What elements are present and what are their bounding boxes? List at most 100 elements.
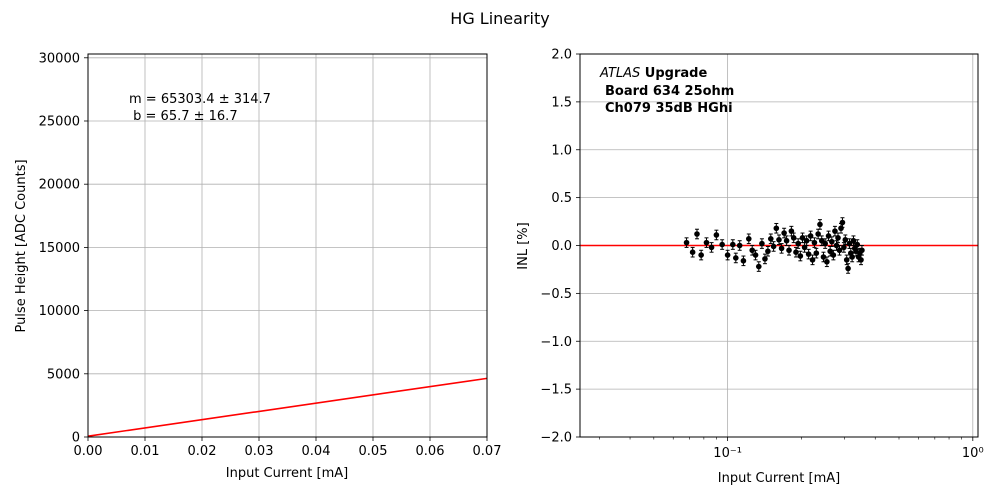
inl-point [805,251,812,257]
inl-point [803,237,810,244]
inl-point [817,221,823,228]
inl-point [765,248,771,255]
right-y-axis-label: INL [%] [516,222,531,269]
inl-point [842,236,849,243]
right-y-tick-label: 1.0 [551,143,572,158]
fit-slope-annotation: m = 65303.4 ± 314.7 [129,92,271,107]
inl-point [698,252,704,258]
left-x-tick-label: 0.02 [188,444,217,459]
inl-point [797,253,804,259]
atlas-italic-text: ATLAS [599,66,640,81]
inl-point [683,239,690,246]
left-y-tick-label: 5000 [47,367,80,382]
inl-point [759,240,765,247]
inl-point [850,237,857,244]
left-tick-labels: 0.00 0.01 0.02 0.03 0.04 0.05 0.06 0.07 0 5000 100… [39,51,502,459]
inl-point [836,247,843,254]
inl-point [828,238,835,245]
inl-point [783,237,790,244]
inl-point [825,233,832,239]
board-label: Board 634 25ohm [605,84,734,99]
right-y-tick-label: −1.0 [540,335,572,350]
inl-point [719,241,725,248]
inl-point [815,231,821,237]
inl-point [833,242,840,249]
right-y-tick-label: 0.5 [551,191,572,206]
figure-title: HG Linearity [450,9,549,28]
inl-point [703,239,710,246]
inl-point [793,249,799,256]
left-x-tick-label: 0.03 [245,444,274,459]
inl-point [781,230,787,236]
left-x-tick-label: 0.05 [359,444,388,459]
inl-point [749,247,756,254]
inl-point [845,265,851,272]
left-x-tick-label: 0.00 [74,444,103,459]
right-x-tick-label: 10⁰ [962,446,984,461]
right-tick-labels: 10⁻¹ 10⁰ −2.0 −1.5 −1.0 −0.5 0.0 0.5 1.0 1.5 2.0 [540,48,983,462]
inl-point [730,241,736,248]
right-inl-marks [580,217,978,274]
inl-point [859,247,865,254]
inl-point [776,236,782,243]
atlas-label: ATLAS Upgrade [599,66,707,81]
channel-label: Ch079 35dB HGhi [605,101,733,116]
right-y-tick-label: 1.5 [551,95,572,110]
left-x-tick-label: 0.01 [131,444,160,459]
inl-point [795,240,801,247]
right-x-axis-label: Input Current [mA] [718,471,840,486]
right-y-tick-label: 0.0 [551,239,572,254]
inl-point [773,225,780,232]
left-y-tick-label: 30000 [39,51,80,66]
inl-point [740,258,747,264]
inl-point [694,231,700,237]
inl-point [820,254,827,260]
right-x-tick-label: 10⁻¹ [713,446,742,461]
inl-point [745,235,752,242]
inl-point [807,233,814,239]
inl-point [858,257,864,263]
left-x-tick-label: 0.06 [416,444,445,459]
inl-point [839,219,846,226]
left-fit-marks [87,377,488,437]
left-x-tick-label: 0.07 [473,444,502,459]
inl-point [846,240,853,247]
inl-point [830,252,837,258]
inl-point [854,241,861,248]
left-y-tick-label: 15000 [39,241,80,256]
left-y-tick-label: 20000 [39,178,80,193]
inl-point [849,254,855,260]
inl-point [799,235,806,241]
fit-line [87,377,488,437]
left-y-tick-label: 10000 [39,304,80,319]
inl-point [832,228,838,234]
inl-point [809,257,816,263]
left-x-axis-label: Input Current [mA] [226,466,348,481]
right-y-tick-label: −1.5 [540,383,572,398]
inl-point [813,250,820,256]
inl-point [788,228,795,234]
left-y-tick-label: 0 [72,431,80,446]
inl-point [811,239,818,246]
inl-point [778,245,785,252]
inl-point [801,244,808,251]
right-y-tick-label: −2.0 [540,431,572,446]
inl-point [713,232,720,238]
inl-point [708,244,715,251]
right-panel-inl: 10⁻¹ 10⁰ −2.0 −1.5 −1.0 −0.5 0.0 0.5 1.0 1.5 2.0 A… [516,48,984,487]
fit-intercept-annotation: b = 65.7 ± 16.7 [129,109,238,124]
inl-point [824,258,830,265]
left-y-tick-label: 25000 [39,114,80,129]
inl-point [733,255,739,261]
left-panel-linearity-fit: 0.00 0.01 0.02 0.03 0.04 0.05 0.06 0.07 0 5000 100… [14,51,501,481]
inl-point [736,242,743,249]
inl-point [689,249,696,256]
inl-point [822,240,828,247]
left-x-tick-label: 0.04 [302,444,331,459]
inl-point [755,263,762,270]
atlas-upgrade-text: Upgrade [640,66,707,81]
inl-point [770,243,777,250]
right-y-tick-label: 2.0 [551,48,572,63]
